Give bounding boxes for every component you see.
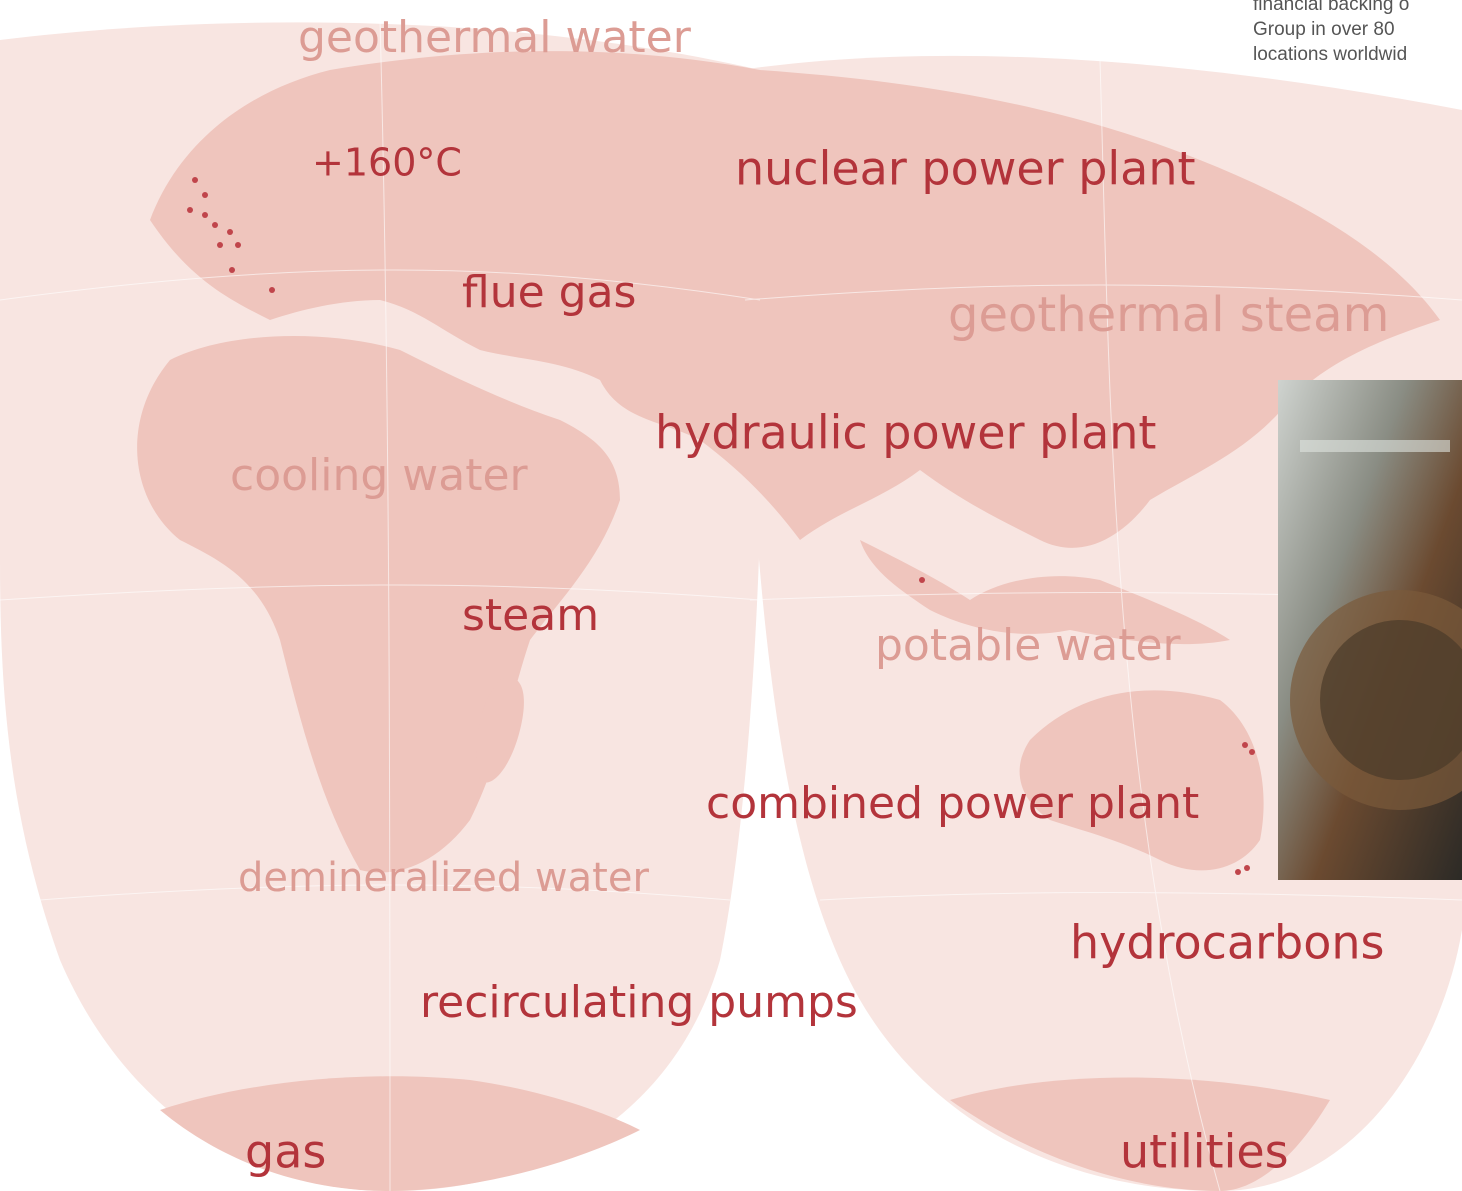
map-label: combined power plant [706,778,1199,829]
map-label: gas [245,1125,326,1179]
map-label: utilities [1120,1125,1289,1179]
map-label: hydraulic power plant [655,406,1156,460]
map-label: geothermal steam [948,287,1389,343]
map-label: recirculating pumps [420,977,858,1028]
map-label: potable water [875,620,1182,671]
corner-line: Group in over 80 [1253,17,1462,42]
map-label: nuclear power plant [735,142,1196,196]
map-label: +160°C [312,141,462,185]
photo [1278,380,1462,880]
corner-line: financial backing o [1253,0,1462,17]
map-label: steam [462,590,599,641]
map-label: geothermal water [298,12,692,63]
map-label: demineralized water [238,855,649,901]
map-label: cooling water [230,450,529,501]
map-label: hydrocarbons [1070,916,1384,970]
map-label: flue gas [462,267,636,318]
corner-text: financial backing o Group in over 80 loc… [1253,0,1462,67]
page: {"header": {"lines": ["financial backing… [0,0,1462,1191]
corner-line: locations worldwid [1253,42,1462,67]
world-map: geothermal water +160°C nuclear power plan… [0,0,1462,1191]
